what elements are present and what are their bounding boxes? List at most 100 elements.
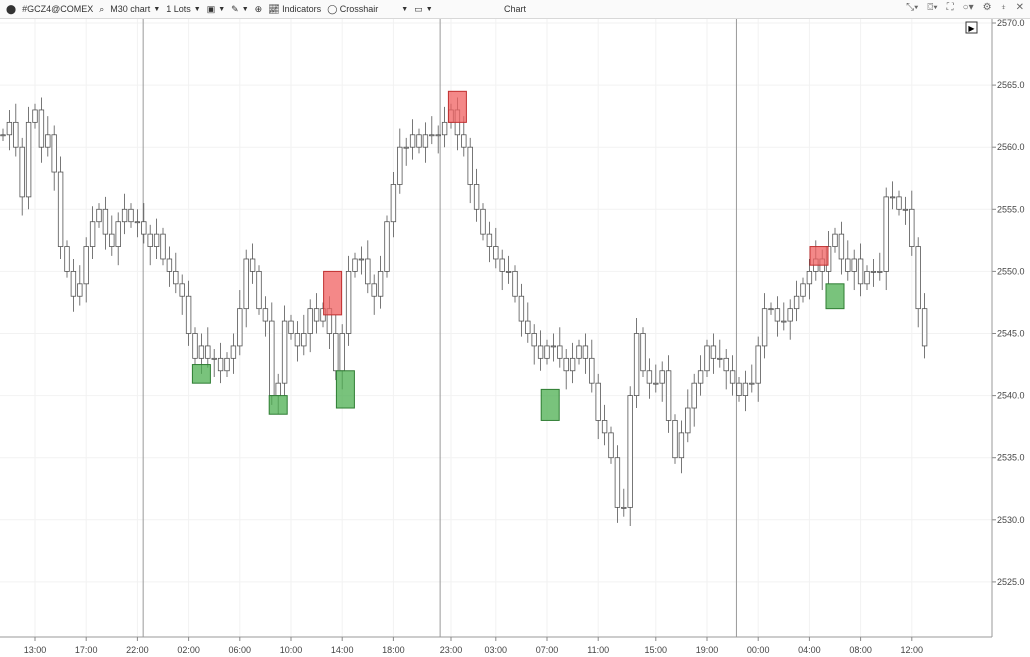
candle-body bbox=[653, 382, 659, 385]
indicators-button[interactable]: 📈︎ Indicators bbox=[268, 4, 321, 15]
candle-body bbox=[416, 134, 422, 148]
lots-dropdown[interactable]: 1 Lots ▼ bbox=[166, 4, 201, 14]
candle-body bbox=[179, 283, 185, 297]
candle-body bbox=[787, 308, 793, 322]
candle-body bbox=[480, 208, 486, 235]
candle-body bbox=[659, 370, 665, 384]
candle-body bbox=[736, 382, 742, 396]
x-tick-label: 06:00 bbox=[229, 645, 252, 655]
candle-body bbox=[384, 221, 390, 272]
candle-body bbox=[633, 333, 640, 396]
candle-body bbox=[409, 134, 416, 148]
candle-body bbox=[518, 295, 525, 322]
candle-body bbox=[262, 308, 269, 322]
camera-icon[interactable]: ⌼▾ bbox=[927, 2, 938, 13]
chart-type-icon[interactable]: ▣ ▼ bbox=[206, 3, 226, 14]
candle-body bbox=[877, 270, 883, 273]
candle-body bbox=[486, 233, 493, 247]
candle-body bbox=[422, 134, 429, 148]
candle-body bbox=[512, 270, 518, 297]
candle-body bbox=[339, 333, 345, 372]
timeframe-label: M30 chart bbox=[110, 4, 151, 14]
candle-body bbox=[851, 258, 857, 272]
candle-body bbox=[269, 320, 275, 396]
pencil-icon[interactable]: ✎ ▼ bbox=[231, 3, 249, 14]
candle-body bbox=[614, 457, 621, 508]
candle-body bbox=[352, 258, 358, 272]
gear-icon[interactable]: ⚙ bbox=[982, 2, 992, 13]
shrink-icon[interactable]: ⤡▾ bbox=[906, 2, 919, 13]
crosshair-icon: ◯ bbox=[327, 3, 338, 14]
candle-body bbox=[275, 382, 281, 396]
candle-body bbox=[665, 370, 672, 421]
y-tick-label: 2570.0 bbox=[997, 19, 1025, 28]
search-icon[interactable]: ⌕ bbox=[99, 3, 105, 14]
fullscreen-icon[interactable]: ⛶ bbox=[946, 2, 954, 13]
candle-body bbox=[185, 295, 192, 334]
candle-body bbox=[166, 258, 173, 272]
candle-body bbox=[237, 308, 243, 347]
y-tick-label: 2540.0 bbox=[997, 391, 1025, 401]
crosshair-button[interactable]: ◯ Crosshair bbox=[327, 4, 378, 15]
more-dropdown[interactable]: ▼ bbox=[401, 5, 409, 13]
candle-body bbox=[256, 270, 262, 310]
zoom-in-icon[interactable]: ⊕ bbox=[254, 3, 263, 14]
y-tick-label: 2525.0 bbox=[997, 577, 1025, 587]
x-tick-label: 19:00 bbox=[696, 645, 719, 655]
x-tick-label: 02:00 bbox=[177, 645, 200, 655]
pin-icon[interactable]: ⍖ bbox=[1000, 2, 1007, 13]
demand-zone bbox=[540, 388, 560, 421]
candle-body bbox=[109, 233, 115, 247]
scroll-to-end-button[interactable] bbox=[965, 21, 978, 34]
demand-zone bbox=[335, 370, 355, 409]
candle-body bbox=[678, 432, 685, 459]
supply-zone bbox=[447, 90, 467, 123]
timeframe-dropdown[interactable]: M30 chart ▼ bbox=[110, 4, 161, 14]
candle-body bbox=[358, 258, 365, 261]
y-tick-label: 2550.0 bbox=[997, 266, 1025, 276]
candle-body bbox=[755, 345, 761, 384]
candle-body bbox=[544, 345, 550, 359]
circle-icon[interactable]: ○▾ bbox=[962, 2, 974, 13]
candle-body bbox=[774, 308, 781, 322]
x-tick-label: 23:00 bbox=[440, 645, 463, 655]
crosshair-label: Crosshair bbox=[339, 4, 379, 14]
window-icon[interactable]: ▭ ▼ bbox=[414, 3, 433, 14]
x-tick-label: 03:00 bbox=[485, 645, 508, 655]
candle-body bbox=[441, 121, 448, 136]
candle-body bbox=[294, 333, 301, 347]
price-chart[interactable]: 2570.0 2565.0 2560.0 2555.0 2550.0 2545.0 2540… bbox=[0, 19, 1030, 657]
candle-body bbox=[915, 246, 921, 310]
candle-body bbox=[0, 134, 6, 137]
candle-body bbox=[761, 308, 768, 347]
candle-body bbox=[621, 506, 627, 509]
candle-body bbox=[173, 270, 179, 285]
candle-body bbox=[77, 283, 83, 297]
candle-body bbox=[45, 134, 51, 148]
candle-body bbox=[467, 146, 473, 185]
candle-body bbox=[473, 184, 480, 210]
candle-body bbox=[224, 357, 230, 372]
x-tick-label: 07:00 bbox=[536, 645, 559, 655]
candle-body bbox=[902, 208, 909, 211]
symbol-label[interactable]: #GCZ4@COMEX bbox=[22, 4, 94, 14]
candle-body bbox=[557, 345, 563, 359]
close-icon[interactable]: ✕ bbox=[1015, 2, 1024, 13]
candle-body bbox=[793, 295, 800, 310]
candle-body bbox=[211, 357, 217, 360]
x-tick-label: 18:00 bbox=[382, 645, 405, 655]
candle-body bbox=[153, 233, 160, 247]
logo-icon: ⬤ bbox=[6, 3, 17, 14]
candle-body bbox=[38, 109, 45, 148]
candle-body bbox=[192, 333, 198, 359]
x-tick-label: 08:00 bbox=[849, 645, 872, 655]
candle-body bbox=[115, 221, 121, 247]
x-tick-label: 14:00 bbox=[331, 645, 354, 655]
candle-body bbox=[96, 208, 102, 223]
candle-body bbox=[627, 395, 633, 508]
candle-body bbox=[870, 270, 877, 273]
candle-body bbox=[390, 184, 397, 223]
candle-body bbox=[19, 146, 25, 198]
candle-body bbox=[333, 333, 339, 372]
candle-body bbox=[141, 221, 147, 235]
